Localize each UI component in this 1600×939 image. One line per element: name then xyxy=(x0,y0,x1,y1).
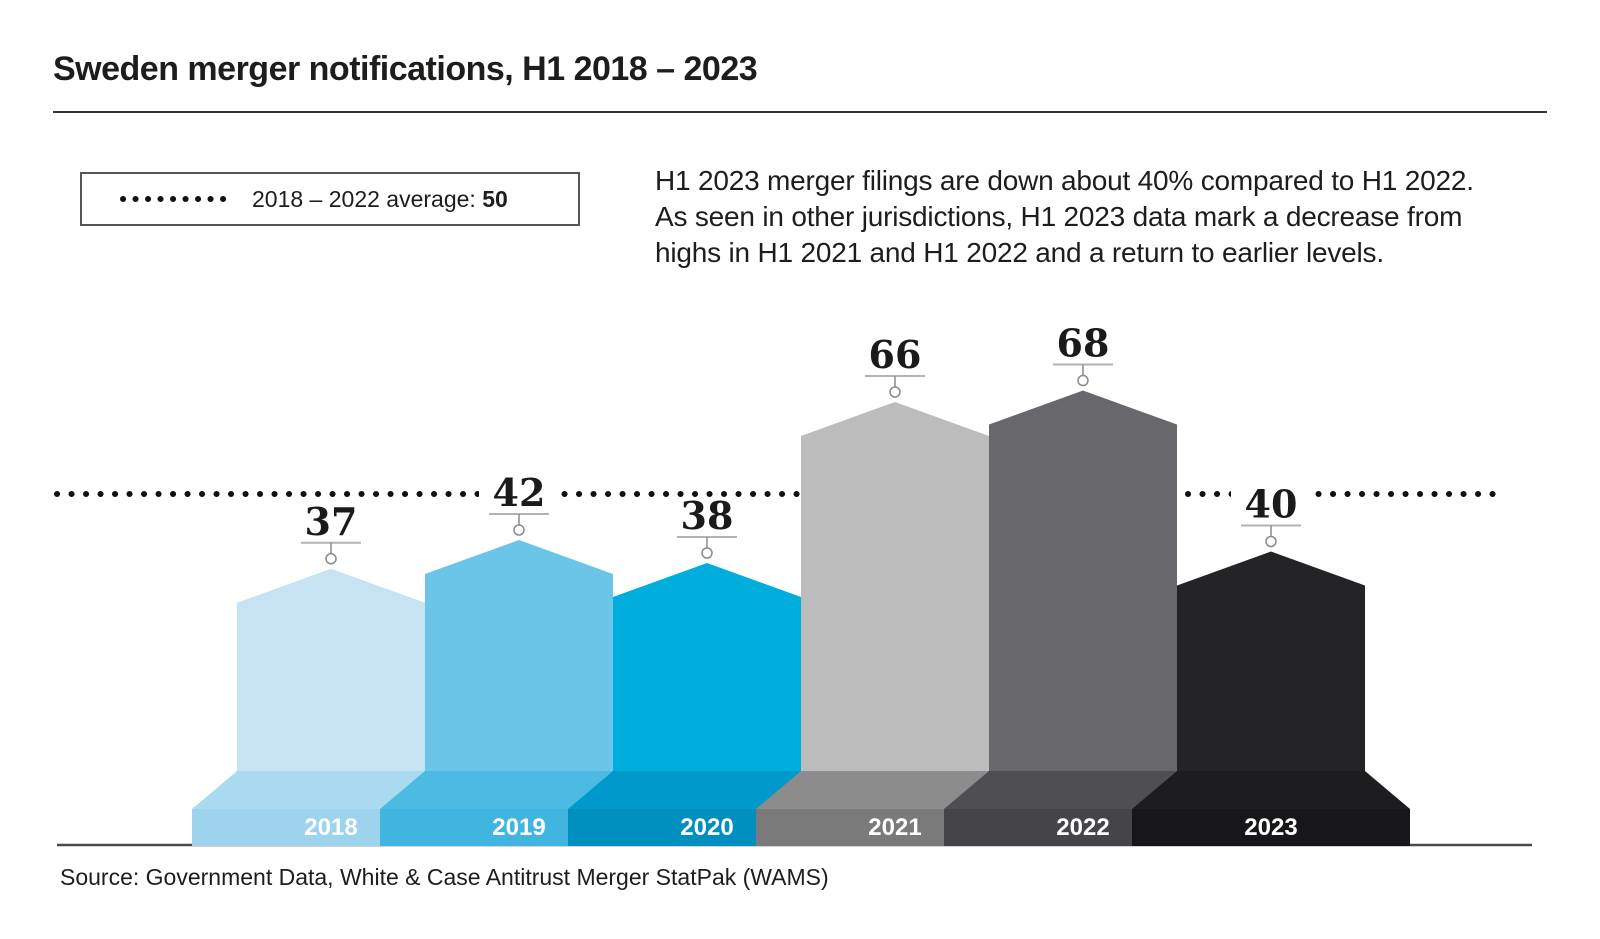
value-label-backing xyxy=(1231,485,1311,528)
bar-group-2023: 2023 xyxy=(1132,551,1410,846)
peak-marker-circle xyxy=(889,386,901,398)
average-legend-text: 2018 – 2022 average: 50 xyxy=(252,186,508,213)
value-callout-2018: 37 xyxy=(291,499,371,565)
page-title: Sweden merger notifications, H1 2018 – 2… xyxy=(53,50,758,88)
bar-column-2019 xyxy=(425,540,613,846)
category-label-2022: 2022 xyxy=(1056,814,1109,841)
value-label-backing xyxy=(855,336,935,378)
value-callout-2021: 66 xyxy=(855,332,935,398)
value-callout-2022: 68 xyxy=(1043,321,1123,387)
bar-column-2022 xyxy=(989,390,1177,846)
annotation-text: H1 2023 merger filings are down about 40… xyxy=(655,163,1474,271)
value-label-backing xyxy=(667,497,747,539)
category-label-2020: 2020 xyxy=(680,814,733,841)
average-legend-label: 2018 – 2022 average: xyxy=(252,185,476,212)
category-label-2023: 2023 xyxy=(1244,814,1297,841)
peak-marker-circle xyxy=(513,524,525,536)
value-label-2021: 66 xyxy=(869,332,922,377)
peak-marker-circle xyxy=(1265,535,1277,548)
value-label-2022: 68 xyxy=(1057,321,1110,366)
source-note: Source: Government Data, White & Case An… xyxy=(60,864,829,890)
value-callout-2020: 38 xyxy=(667,493,747,559)
average-legend-value: 50 xyxy=(482,185,508,212)
value-label-2023: 40 xyxy=(1245,482,1298,527)
peak-marker-circle xyxy=(701,547,713,559)
category-label-2019: 2019 xyxy=(492,814,545,841)
category-label-2021: 2021 xyxy=(868,814,921,841)
bar-column-2021 xyxy=(801,402,989,846)
bar-label-band-2023 xyxy=(1132,809,1410,846)
category-label-2018: 2018 xyxy=(304,814,357,841)
value-callout-2019: 42 xyxy=(479,470,559,536)
bar-group-2018: 2018 xyxy=(192,568,425,846)
title-divider xyxy=(53,111,1547,113)
value-label-backing xyxy=(291,502,371,545)
value-label-backing xyxy=(1043,324,1123,367)
value-label-2018: 37 xyxy=(305,499,358,544)
annotation-line-1: H1 2023 merger filings are down about 40… xyxy=(655,165,1474,196)
value-label-2020: 38 xyxy=(681,493,734,538)
value-callout-2023: 40 xyxy=(1231,482,1311,548)
annotation-line-2: As seen in other jurisdictions, H1 2023 … xyxy=(655,201,1463,232)
bar-group-2020: 2020 xyxy=(568,563,801,846)
bar-group-2021: 2021 xyxy=(756,402,989,846)
value-label-2019: 42 xyxy=(493,470,546,515)
average-legend: 2018 – 2022 average: 50 xyxy=(80,172,580,226)
value-label-backing xyxy=(479,474,559,516)
peak-marker-circle xyxy=(325,553,337,565)
peak-marker-circle xyxy=(1077,374,1089,387)
bar-group-2022: 2022 xyxy=(944,390,1177,846)
annotation-line-3: highs in H1 2021 and H1 2022 and a retur… xyxy=(655,237,1384,268)
